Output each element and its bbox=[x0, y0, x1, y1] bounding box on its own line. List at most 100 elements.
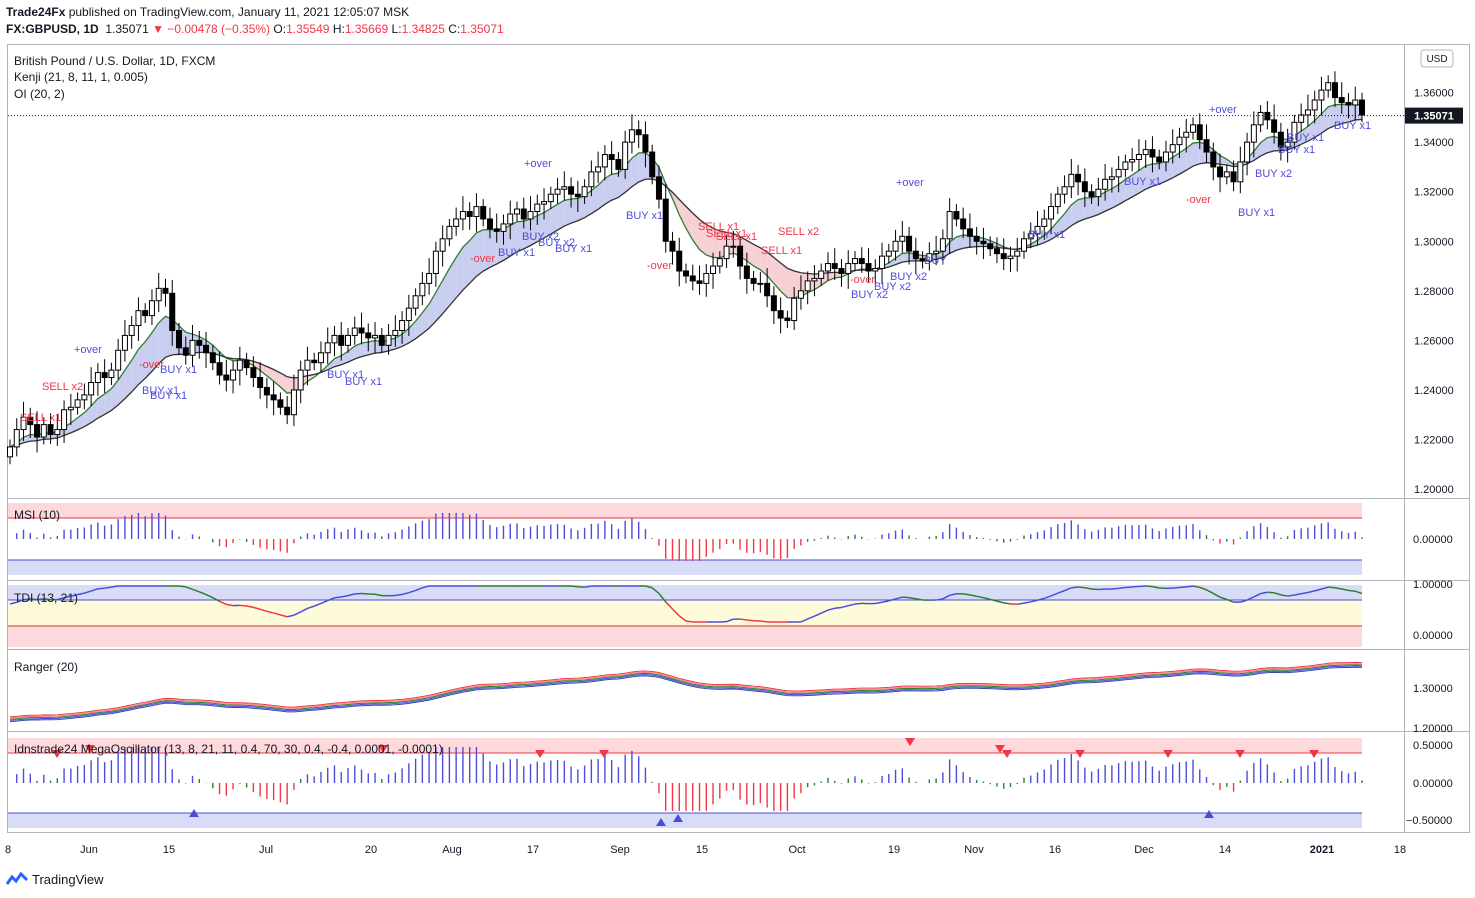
candle-body bbox=[865, 263, 872, 272]
sell-triangle-icon bbox=[1235, 750, 1245, 758]
tdi-segment bbox=[1294, 592, 1302, 596]
candle-body bbox=[906, 235, 913, 252]
candle-body bbox=[547, 193, 554, 203]
signal-over-label: -over bbox=[850, 274, 875, 286]
candle-body bbox=[1122, 161, 1129, 170]
candle-body bbox=[304, 359, 311, 371]
candle-body bbox=[980, 240, 987, 245]
cloud-segment bbox=[692, 213, 700, 250]
candle-body bbox=[1176, 136, 1183, 146]
candle-body bbox=[176, 329, 182, 349]
cloud-segment bbox=[760, 247, 768, 276]
price-tick-label: 1.28000 bbox=[1414, 286, 1454, 298]
tdi-segment bbox=[1037, 597, 1045, 601]
tdi-axis-low: 0.00000 bbox=[1413, 630, 1453, 642]
signal-buy-label: BUY x1 bbox=[1287, 132, 1324, 144]
candle-body bbox=[1102, 178, 1109, 190]
tdi-segment bbox=[1273, 592, 1282, 596]
cloud-segment bbox=[1179, 148, 1187, 175]
signal-buy-label: BUY x1 bbox=[626, 210, 663, 222]
tdi-segment bbox=[9, 601, 17, 605]
candle-body bbox=[1352, 99, 1359, 106]
candle-body bbox=[743, 265, 750, 279]
price-tick-label: 1.22000 bbox=[1414, 434, 1454, 446]
candle-body bbox=[1325, 82, 1332, 91]
candle-body bbox=[1000, 253, 1007, 260]
candle-body bbox=[1277, 131, 1284, 148]
cloud-segment bbox=[1186, 143, 1193, 171]
cloud-segment bbox=[510, 221, 517, 257]
tdi-segment bbox=[1321, 586, 1329, 590]
cloud-segment bbox=[767, 252, 774, 284]
ranger-axis-low: 1.20000 bbox=[1413, 723, 1453, 735]
signal-buy-label: BUY x1 bbox=[345, 376, 382, 388]
tdi-segment bbox=[1064, 587, 1072, 592]
tdi-segment bbox=[395, 593, 403, 597]
time-tick-label: Oct bbox=[788, 844, 805, 856]
sell-triangle-icon bbox=[535, 750, 545, 758]
candle-body bbox=[40, 424, 47, 438]
cloud-segment bbox=[145, 332, 152, 379]
cloud-segment bbox=[368, 340, 376, 355]
candle-body bbox=[757, 282, 764, 285]
candle-body bbox=[399, 320, 406, 331]
candle-body bbox=[284, 406, 291, 416]
candle-body bbox=[351, 327, 358, 336]
cloud-segment bbox=[1064, 204, 1072, 231]
tdi-segment bbox=[1348, 589, 1356, 592]
signal-sell-label: SELL x2 bbox=[42, 381, 83, 393]
signal-buy-label: BUY x2 bbox=[522, 231, 559, 243]
signal-buy-label: BUY bbox=[924, 255, 947, 267]
cloud-segment bbox=[354, 343, 362, 359]
candle-body bbox=[520, 208, 527, 220]
signal-buy-label: BUY x1 bbox=[1334, 120, 1371, 132]
tdi-red-zone bbox=[8, 626, 1362, 647]
cloud-segment bbox=[598, 178, 605, 210]
cloud-segment bbox=[1057, 213, 1065, 236]
candle-body bbox=[67, 406, 74, 411]
currency-badge[interactable]: USD bbox=[1420, 49, 1454, 68]
tdi-segment bbox=[408, 589, 416, 594]
signal-sell-label: SELL x1 bbox=[20, 412, 61, 424]
signal-buy-label: BUY x2 bbox=[851, 289, 888, 301]
tradingview-brand[interactable]: TradingView bbox=[6, 871, 104, 887]
cloud-segment bbox=[530, 215, 538, 246]
candle-body bbox=[453, 218, 460, 227]
currency-label: USD bbox=[1426, 54, 1447, 65]
candle-body bbox=[635, 129, 642, 136]
signal-over-label: -over bbox=[647, 260, 672, 272]
candle-body bbox=[676, 250, 683, 272]
candle-body bbox=[135, 310, 142, 327]
msi-legend: MSI (10) bbox=[14, 508, 60, 522]
tdi-segment bbox=[185, 586, 193, 590]
sell-triangle-icon bbox=[1163, 750, 1173, 758]
cloud-segment bbox=[1321, 106, 1329, 134]
tdi-segment bbox=[347, 593, 355, 597]
candle-body bbox=[966, 228, 973, 237]
cloud-segment bbox=[1138, 165, 1146, 194]
cloud-segment bbox=[895, 253, 903, 265]
sell-triangle-icon bbox=[1075, 750, 1085, 758]
tdi-segment bbox=[401, 591, 410, 596]
candle-body bbox=[791, 297, 798, 322]
tdi-segment bbox=[293, 611, 302, 616]
cloud-segment bbox=[496, 228, 504, 265]
tdi-segment bbox=[834, 606, 842, 610]
candle-body bbox=[899, 235, 906, 242]
candle-body bbox=[1142, 149, 1149, 156]
candle-body bbox=[973, 235, 980, 242]
candle-body bbox=[1007, 255, 1014, 260]
ranger-bands bbox=[9, 661, 1363, 723]
kenji-legend: Kenji (21, 8, 11, 1, 0.005) bbox=[14, 70, 148, 84]
tdi-segment bbox=[1111, 587, 1119, 590]
candle-body bbox=[588, 171, 595, 188]
tdi-segment bbox=[800, 618, 808, 623]
signal-over-label: -over bbox=[139, 359, 164, 371]
signal-sell-label: SELL x1 bbox=[761, 245, 802, 257]
candle-body bbox=[1271, 119, 1278, 133]
tdi-segment bbox=[1199, 586, 1207, 591]
cloud-segment bbox=[489, 229, 497, 268]
cloud-segment bbox=[1253, 142, 1261, 161]
candle-body bbox=[459, 211, 466, 220]
